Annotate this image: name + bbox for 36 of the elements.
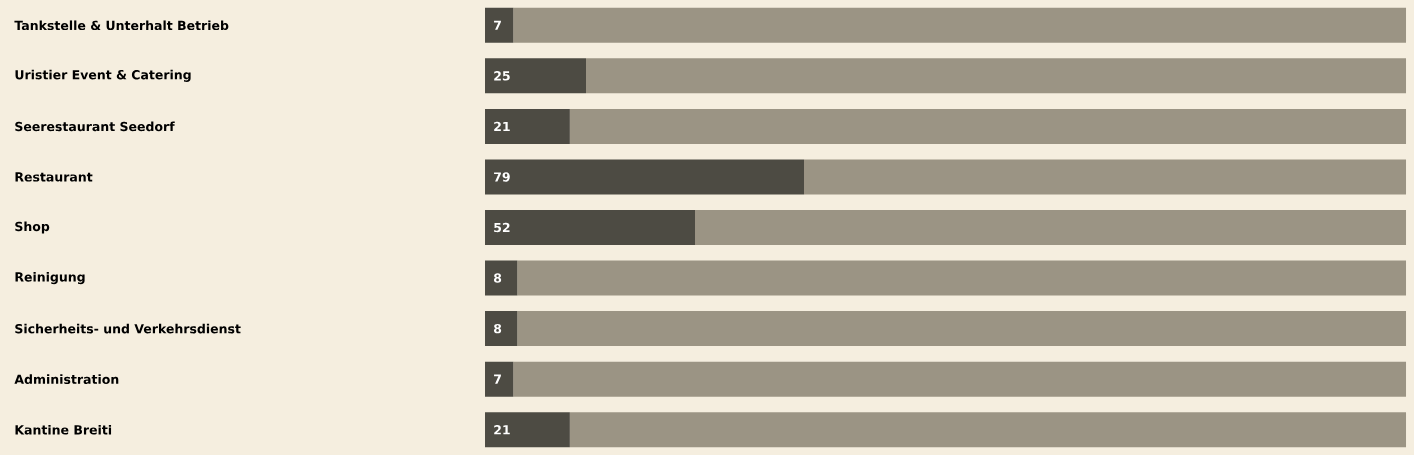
bar [517,260,1407,296]
data-label: 25 [494,71,510,81]
y-tick-label: Reinigung [15,271,85,285]
bar [485,210,696,245]
data-label: 52 [494,222,510,233]
y-tick-label: Shop [15,221,50,234]
bar [569,412,1407,448]
bar [485,108,570,144]
y-tick-label: Restaurant [15,172,93,182]
data-label: 8 [493,323,502,334]
bar [586,58,1407,94]
data-label: 7 [494,20,501,30]
bar [695,210,1407,245]
data-label: 8 [493,273,502,283]
bar [517,311,1407,347]
bar [513,361,1407,397]
bar [485,58,586,94]
bar [485,260,518,296]
y-tick-label: Kantine Breiti [15,424,112,435]
y-tick-label: Administration [14,374,119,384]
data-label: 7 [494,374,501,384]
bar [485,412,570,448]
bar [485,361,514,397]
y-tick-label: Sicherheits- und Verkehrsdienst [15,323,241,334]
y-tick-label: Tankstelle & Unterhalt Betrieb [14,20,229,31]
y-tick-label: Seerestaurant Seedorf [15,121,175,132]
bar [804,159,1407,195]
bar [485,159,805,195]
data-label: 79 [494,172,510,182]
y-tick-label: Uristier Event & Catering [15,69,191,82]
bar [569,108,1407,144]
data-label: 21 [494,425,510,435]
bar [485,311,518,347]
bar [513,7,1407,43]
data-label: 21 [494,121,510,132]
bar [485,7,514,43]
